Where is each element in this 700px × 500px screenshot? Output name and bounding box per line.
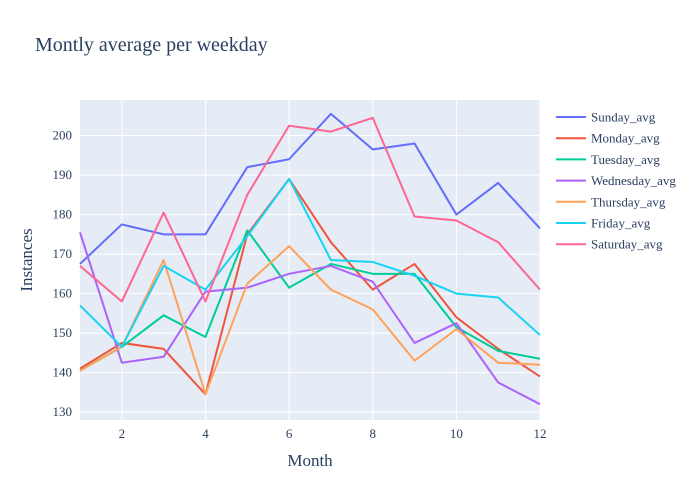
legend-label: Monday_avg [591,131,660,146]
legend-label: Thursday_avg [591,194,666,209]
legend-item-friday-avg[interactable]: Friday_avg [556,216,651,231]
x-tick-label: 6 [286,426,293,441]
x-tick-label: 10 [450,426,463,441]
y-tick-label: 130 [53,404,73,419]
y-tick-label: 160 [53,286,73,301]
y-tick-label: 140 [53,365,73,380]
legend-item-tuesday-avg[interactable]: Tuesday_avg [556,152,660,167]
plot-area [80,100,540,420]
legend-label: Friday_avg [591,216,651,231]
legend-item-thursday-avg[interactable]: Thursday_avg [556,194,666,209]
x-axis-title: Month [287,451,333,470]
x-tick-label: 2 [119,426,126,441]
legend-label: Wednesday_avg [591,173,676,188]
x-tick-label: 12 [534,426,547,441]
legend-item-saturday-avg[interactable]: Saturday_avg [556,237,663,252]
y-tick-label: 180 [53,207,73,222]
legend[interactable]: Sunday_avg Monday_avg Tuesday_avg Wednesday… [556,110,676,252]
y-tick-label: 200 [53,128,73,143]
y-tick-label: 150 [53,325,73,340]
legend-item-monday-avg[interactable]: Monday_avg [556,131,660,146]
chart-title: Montly average per weekday [35,34,268,56]
legend-label: Sunday_avg [591,110,656,125]
legend-label: Saturday_avg [591,237,663,252]
legend-item-sunday-avg[interactable]: Sunday_avg [556,110,656,125]
legend-label: Tuesday_avg [591,152,660,167]
legend-item-wednesday-avg[interactable]: Wednesday_avg [556,173,676,188]
y-tick-label: 190 [53,167,73,182]
x-tick-label: 8 [369,426,376,441]
y-tick-label: 170 [53,246,73,261]
x-tick-label: 4 [202,426,209,441]
y-axis-title: Instances [17,228,36,291]
